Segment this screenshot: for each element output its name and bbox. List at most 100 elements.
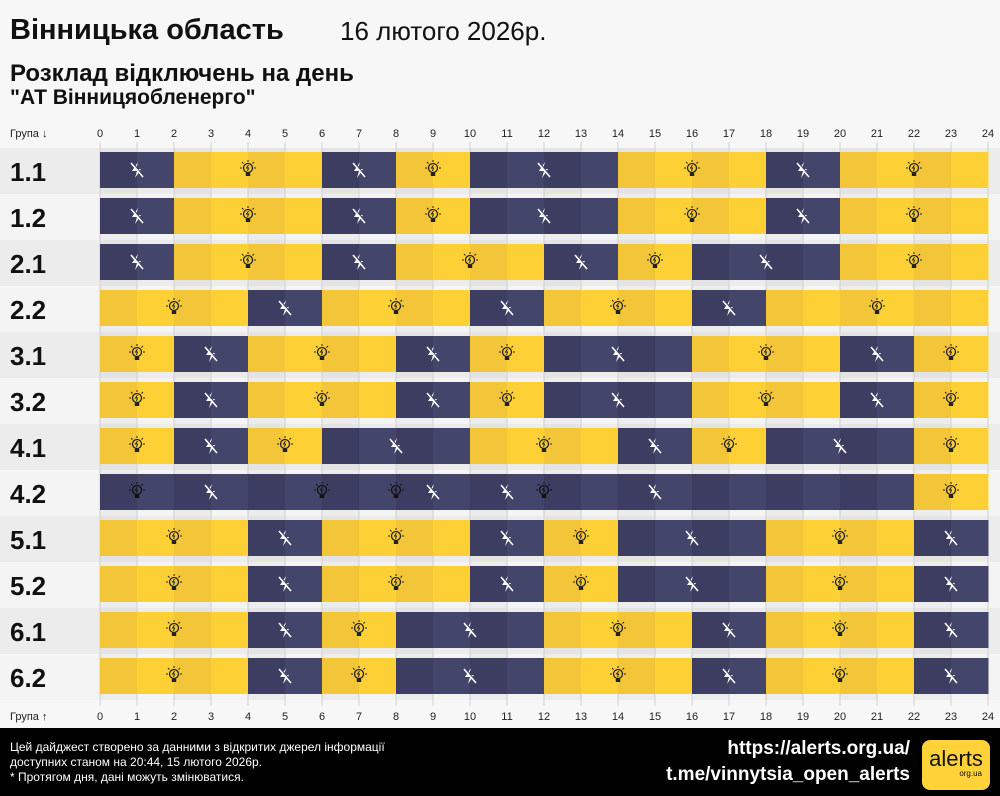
no-power-icon [722,299,737,316]
power-hour [322,382,360,418]
power-hour [581,520,619,556]
bulb-icon [536,436,552,452]
outage-hour [766,428,804,464]
power-hour [285,198,323,234]
power-hour [914,152,952,188]
outage-hour [692,520,730,556]
no-power-icon [278,299,293,316]
outage-hour [470,152,508,188]
outage-hour [618,474,656,510]
outage-hour [359,244,397,280]
power-hour [100,428,138,464]
schedule-date: 16 лютого 2026р. [340,16,547,46]
outage-hour [692,658,730,694]
power-hour [396,566,434,602]
power-hour [470,428,508,464]
power-hour [914,244,952,280]
power-hour [544,658,582,694]
outage-hour [544,382,582,418]
power-hour [581,658,619,694]
outage-hour [766,198,804,234]
no-power-icon [574,253,589,270]
outage-hour [248,520,286,556]
outage-hour [470,658,508,694]
power-hour [951,244,989,280]
power-hour [803,566,841,602]
no-power-icon [130,207,145,224]
power-hour [877,520,915,556]
power-hour [729,198,767,234]
outage-hour [174,428,212,464]
power-hour [581,566,619,602]
bulb-icon [832,528,848,544]
outage-hour [840,428,878,464]
outage-hour [285,520,323,556]
power-hour [914,336,952,372]
power-hour [211,290,249,326]
power-hour [100,612,138,648]
power-hour [100,290,138,326]
outage-hour [433,612,471,648]
outage-hour [248,474,286,510]
company-name: "АТ Вінницяобленерго" [10,86,256,109]
outage-hour [174,474,212,510]
no-power-icon [278,621,293,638]
outage-hour [729,612,767,648]
hour-tick-top: 19 [797,128,809,140]
hour-tick-top: 10 [464,128,476,140]
power-hour [951,198,989,234]
group-label: 5.1 [10,525,46,555]
outage-hour [655,474,693,510]
power-hour [174,244,212,280]
power-hour [470,382,508,418]
power-hour [396,244,434,280]
outage-hour [100,198,138,234]
outage-hour [729,520,767,556]
bulb-icon [129,436,145,452]
outage-hour [248,658,286,694]
outage-hour [100,474,138,510]
bulb-icon [573,528,589,544]
power-hour [914,290,952,326]
no-power-icon [352,253,367,270]
outage-hour [655,336,693,372]
outage-hour [137,244,175,280]
site-link[interactable]: https://alerts.org.ua/ [727,738,910,759]
bulb-icon [240,160,256,176]
power-hour [692,428,730,464]
outage-hour [507,658,545,694]
outage-hour [396,474,434,510]
outage-hour [581,382,619,418]
outage-hour [322,244,360,280]
no-power-icon [204,437,219,454]
outage-hour [581,336,619,372]
no-power-icon [833,437,848,454]
power-hour [766,382,804,418]
outage-hour [692,612,730,648]
outage-hour [840,382,878,418]
group-label: 6.1 [10,617,46,647]
no-power-icon [944,529,959,546]
power-hour [433,566,471,602]
power-hour [470,244,508,280]
no-power-icon [870,391,885,408]
hour-tick-top: 6 [319,128,325,140]
power-hour [359,336,397,372]
power-hour [877,198,915,234]
power-hour [840,612,878,648]
no-power-icon [352,161,367,178]
footer: Цей дайджест створено за данними з відкр… [0,728,1000,796]
hour-tick-bottom: 12 [538,711,550,723]
outage-hour [914,658,952,694]
hour-tick-bottom: 4 [245,711,251,723]
alerts-logo: alerts org.ua [922,740,990,790]
outage-hour [359,152,397,188]
outage-hour [729,566,767,602]
outage-hour [433,474,471,510]
power-hour [100,336,138,372]
hour-tick-bottom: 0 [97,711,103,723]
power-hour [359,612,397,648]
power-hour [100,520,138,556]
outage-hour [618,566,656,602]
telegram-link[interactable]: t.me/vinnytsia_open_alerts [666,764,910,785]
